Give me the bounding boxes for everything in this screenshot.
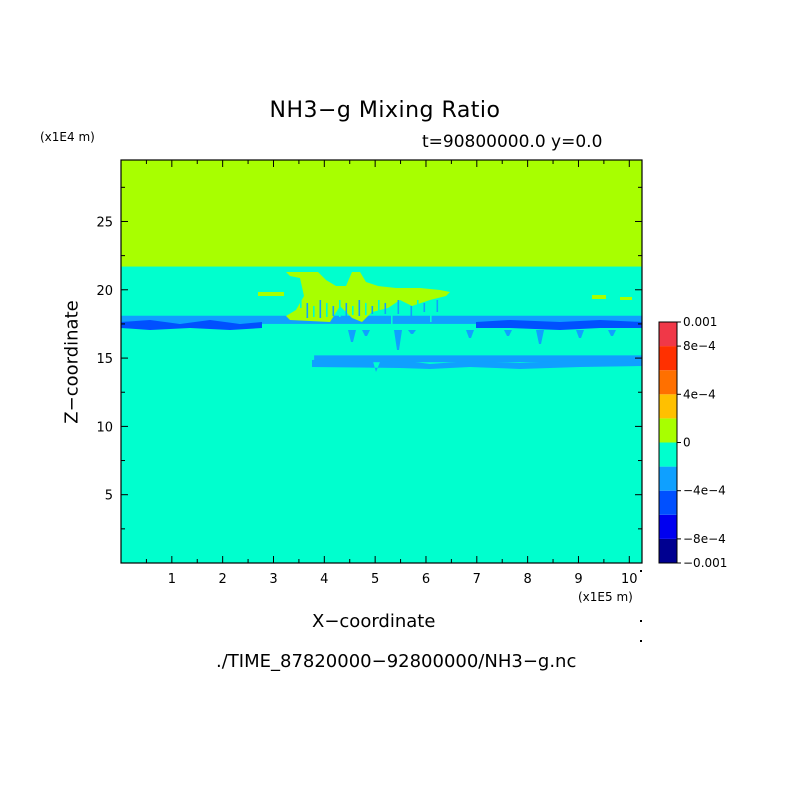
colorbar-segment — [659, 322, 677, 347]
x-tick-label: 9 — [574, 572, 582, 587]
x-tick-label: 4 — [320, 572, 328, 587]
x-tick-label: 8 — [523, 572, 531, 587]
x-axis-ticks: 1 2 3 4 5 6 7 8 9 10 — [145, 160, 638, 587]
colorbar-segment — [659, 370, 677, 395]
colorbar-segment — [659, 442, 677, 467]
band-drip — [394, 330, 402, 350]
mixing-streak — [339, 300, 341, 317]
contour-field — [121, 160, 642, 563]
mixing-streak — [371, 306, 374, 314]
mixing-streak — [313, 306, 315, 317]
colorbar-tick-label: −8e−4 — [683, 532, 726, 546]
plot-frame — [120, 159, 643, 564]
colorbar-tick-label: −0.001 — [683, 556, 727, 570]
y-tick-label: 25 — [96, 215, 113, 230]
x-tick-label: 3 — [269, 572, 277, 587]
small-markers — [640, 570, 642, 642]
colorbar-segment — [659, 538, 677, 563]
mixing-streak — [358, 300, 361, 316]
y-axis-ticks: 5 10 15 20 25 — [96, 186, 642, 530]
mixing-streak — [378, 300, 380, 315]
y-tick-label: 15 — [96, 352, 113, 367]
x-tick-label: 5 — [371, 572, 379, 587]
band-drip — [408, 330, 416, 334]
mixing-streak — [365, 303, 367, 315]
band-drip — [348, 330, 356, 342]
y-tick-label: 20 — [96, 284, 113, 299]
colorbar-segment — [659, 346, 677, 371]
colorbar-segment — [659, 514, 677, 539]
mixing-blob-right — [592, 295, 606, 299]
mixing-streak — [404, 303, 406, 313]
mixing-streak — [436, 300, 439, 312]
region-blue-band-lower — [314, 355, 642, 363]
y-tick-label: 5 — [105, 489, 113, 504]
band-drip — [504, 330, 512, 336]
region-blue-band-upper — [121, 315, 642, 324]
y-tick-label: 10 — [96, 420, 113, 435]
mixing-streak — [332, 306, 335, 316]
mixing-streak — [423, 303, 426, 312]
dark-band-right — [476, 320, 642, 330]
colorbar-tick-label: 8e−4 — [683, 339, 716, 353]
plot-border — [120, 159, 643, 564]
colorbar-segment — [659, 490, 677, 515]
mixing-streak — [384, 303, 387, 314]
band-drip — [362, 330, 370, 336]
region-upper-layer — [121, 160, 642, 267]
x-axis-label: X−coordinate — [312, 611, 436, 632]
mixing-streak — [319, 300, 322, 318]
mixing-streak — [352, 306, 354, 315]
colorbar-tick-label: 4e−4 — [683, 387, 716, 401]
mixing-streak — [306, 303, 309, 318]
x-tick-label: 2 — [219, 572, 227, 587]
mixing-streak — [391, 306, 393, 324]
x-tick-label: 6 — [422, 572, 430, 587]
band-drip — [608, 330, 616, 336]
stray-dot — [640, 640, 642, 642]
chart-subtitle: t=90800000.0 y=0.0 — [422, 132, 603, 152]
stray-dot — [640, 620, 642, 622]
mixing-streak — [397, 300, 400, 314]
z-unit-label: (x1E4 m) — [40, 130, 95, 144]
colorbar-tick-label: 0.001 — [683, 315, 717, 329]
mixing-streak — [300, 300, 302, 308]
mixing-streak — [430, 306, 432, 322]
mixing-blob-left — [258, 292, 284, 296]
x-tick-label: 1 — [168, 572, 176, 587]
chart-title: NH3−g Mixing Ratio — [269, 98, 501, 123]
colorbar-segment — [659, 394, 677, 419]
file-path-footer: ./TIME_87820000−92800000/NH3−g.nc — [216, 651, 577, 672]
colorbar-segment — [659, 418, 677, 443]
dark-band-left — [121, 320, 262, 330]
mixing-streak — [417, 300, 419, 313]
x-tick-label: 10 — [621, 572, 638, 587]
mixing-streak — [410, 306, 413, 323]
mixing-streak — [326, 303, 328, 317]
colorbar-segment — [659, 466, 677, 491]
x-tick-label: 7 — [473, 572, 481, 587]
band-drip — [576, 330, 584, 338]
colorbar: 0.001 8e−4 4e−4 0 −4e−4 −8e−4 −0.001 — [658, 315, 727, 570]
band-drip — [536, 330, 544, 344]
colorbar-tick-label: 0 — [683, 436, 691, 450]
x-unit-label: (x1E5 m) — [578, 590, 633, 604]
lower-band-edge — [312, 358, 642, 372]
band-drip — [466, 330, 474, 338]
colorbar-tick-label: −4e−4 — [683, 484, 726, 498]
mixing-streak — [345, 303, 348, 316]
stray-dot — [640, 570, 642, 572]
mixing-blob-right2 — [620, 297, 632, 300]
